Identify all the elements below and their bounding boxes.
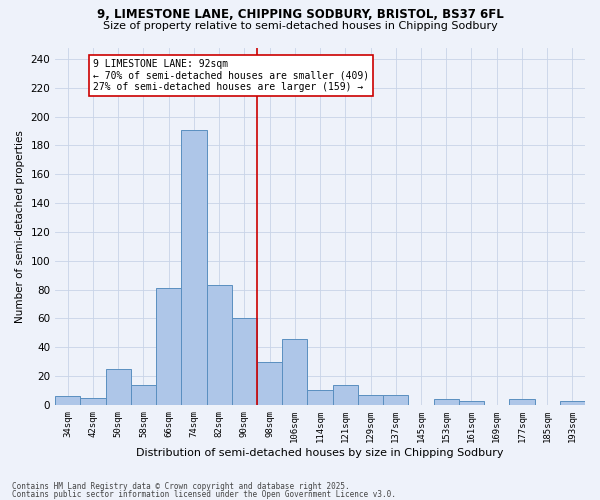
Bar xyxy=(358,394,383,405)
Bar xyxy=(181,130,206,405)
Bar xyxy=(206,285,232,405)
Bar xyxy=(560,400,585,405)
Y-axis label: Number of semi-detached properties: Number of semi-detached properties xyxy=(15,130,25,322)
Bar xyxy=(434,399,459,405)
Text: Size of property relative to semi-detached houses in Chipping Sodbury: Size of property relative to semi-detach… xyxy=(103,21,497,31)
Bar xyxy=(332,384,358,405)
Bar xyxy=(509,399,535,405)
Bar xyxy=(156,288,181,405)
Text: Contains public sector information licensed under the Open Government Licence v3: Contains public sector information licen… xyxy=(12,490,396,499)
Bar xyxy=(55,396,80,405)
Bar xyxy=(282,338,307,405)
Bar xyxy=(307,390,332,405)
Bar xyxy=(80,398,106,405)
Text: Contains HM Land Registry data © Crown copyright and database right 2025.: Contains HM Land Registry data © Crown c… xyxy=(12,482,350,491)
Bar xyxy=(131,384,156,405)
Text: 9, LIMESTONE LANE, CHIPPING SODBURY, BRISTOL, BS37 6FL: 9, LIMESTONE LANE, CHIPPING SODBURY, BRI… xyxy=(97,8,503,20)
X-axis label: Distribution of semi-detached houses by size in Chipping Sodbury: Distribution of semi-detached houses by … xyxy=(136,448,504,458)
Text: 9 LIMESTONE LANE: 92sqm
← 70% of semi-detached houses are smaller (409)
27% of s: 9 LIMESTONE LANE: 92sqm ← 70% of semi-de… xyxy=(93,59,369,92)
Bar xyxy=(459,400,484,405)
Bar xyxy=(257,362,282,405)
Bar xyxy=(232,318,257,405)
Bar xyxy=(106,369,131,405)
Bar xyxy=(383,394,409,405)
